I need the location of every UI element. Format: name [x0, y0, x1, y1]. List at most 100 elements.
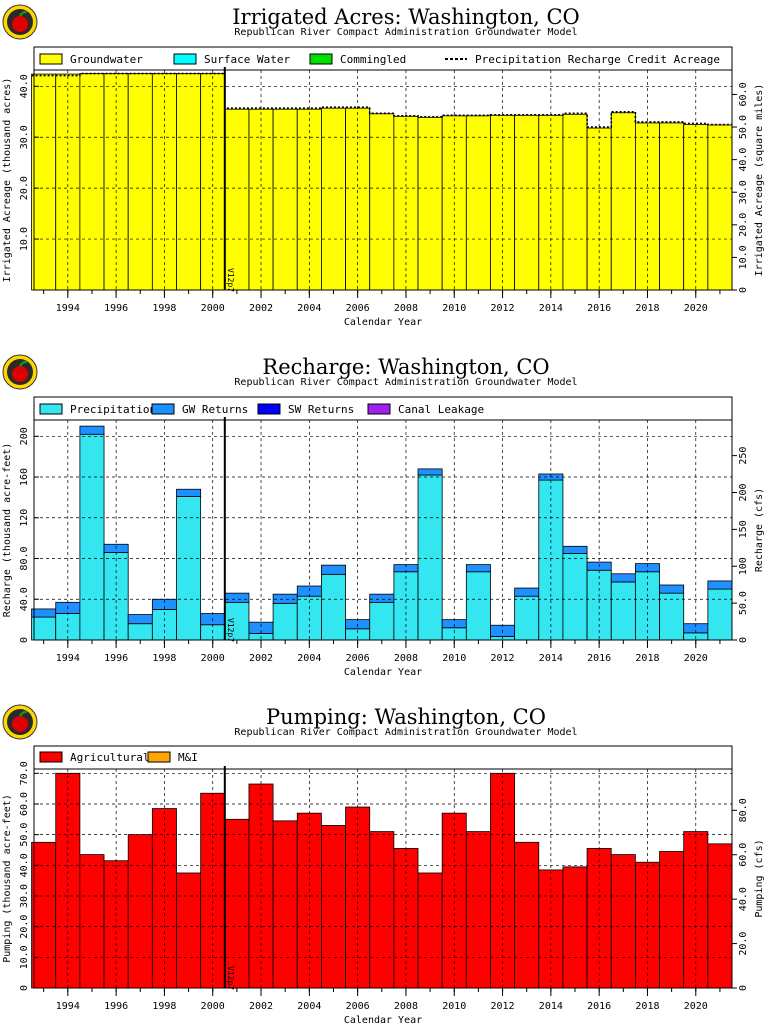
y2-tick-label: 10.0 [738, 245, 749, 269]
bar-groundwater-2007 [369, 113, 395, 291]
x-tick-label: 2020 [684, 653, 708, 664]
y-tick-label: 40.0 [19, 74, 30, 98]
bar-agricultural-2005 [321, 825, 346, 989]
y-axis-label: Recharge (thousand acre-feet) [2, 443, 13, 618]
bar-gw-returns-2011 [465, 564, 491, 573]
legend-swatch [257, 403, 281, 415]
x-tick-label: 2008 [394, 303, 418, 314]
bar-groundwater-2011 [465, 115, 491, 291]
bar-groundwater-1999 [176, 73, 202, 291]
bar-groundwater-2000 [200, 73, 226, 291]
y-tick-label: 50.0 [19, 823, 30, 847]
legend-label: Precipitation [70, 403, 156, 416]
x-tick-label: 2004 [297, 1001, 321, 1012]
bar-precipitation-2018 [634, 571, 660, 641]
legend: Groundwater Surface Water Commingled Precip… [34, 53, 732, 71]
bars-group [31, 772, 733, 989]
chart-title: Pumping: Washington, CO [266, 705, 546, 729]
chart-subtitle: Republican River Compact Administration … [234, 377, 577, 388]
x-tick-label: 1998 [152, 653, 176, 664]
bar-precipitation-2008 [393, 571, 419, 641]
x-tick-label: 2006 [346, 303, 370, 314]
y-tick-label: 70.0 [19, 761, 30, 785]
y2-axis-label: Pumping (cfs) [754, 839, 765, 917]
bar-groundwater-1994 [55, 73, 81, 291]
bars-group [31, 73, 733, 291]
y-axis-label: Pumping (thousand acre-feet) [2, 794, 13, 963]
legend-label: Groundwater [70, 53, 143, 66]
bar-precipitation-2007 [369, 601, 395, 641]
y2-tick-label: 150 [738, 520, 749, 538]
x-tick-label: 2014 [539, 653, 563, 664]
y-tick-label: 20.0 [19, 915, 30, 939]
bar-agricultural-1996 [103, 860, 129, 989]
x-tick-label: 2012 [491, 653, 515, 664]
bar-groundwater-2001 [224, 108, 250, 291]
bar-agricultural-2015 [562, 866, 588, 989]
apple-logo-icon [2, 354, 38, 390]
bar-gw-returns-1995 [79, 425, 105, 435]
y2-tick-label: 50.0 [738, 115, 749, 139]
apple-logo-icon [2, 4, 38, 40]
logo-apple [12, 16, 28, 32]
axis-ticks: 0 10.0 20.0 30.0 40.0 50.0 60.0 70.0 0 20.0 40.0 60… [19, 761, 749, 1012]
x-tick-label: 2002 [249, 303, 273, 314]
logo-leaf [18, 710, 28, 717]
bar-precipitation-2009 [417, 474, 443, 641]
y2-tick-label: 0 [738, 985, 749, 991]
bar-agricultural-2017 [610, 854, 636, 989]
legend-label: M&I [178, 751, 198, 764]
x-tick-label: 2014 [539, 303, 563, 314]
y2-tick-label: 60.0 [738, 82, 749, 106]
y-tick-label: 10.0 [19, 227, 30, 251]
legend-label: GW Returns [182, 403, 248, 416]
y-tick-label: 80.0 [19, 546, 30, 570]
bar-agricultural-2011 [465, 831, 491, 989]
y-tick-label: 30.0 [19, 125, 30, 149]
bar-precipitation-2011 [465, 571, 491, 641]
version-marker-label: V12p7 [226, 268, 235, 292]
apple-logo-icon [2, 704, 38, 740]
legend-swatch [367, 403, 391, 415]
y-tick-label: 160 [19, 468, 30, 486]
bar-gw-returns-1993 [31, 608, 57, 618]
y2-tick-label: 50.0 [738, 591, 749, 615]
x-tick-label: 2018 [635, 653, 659, 664]
plot-frame [33, 396, 733, 641]
legend-swatch [309, 53, 333, 65]
logo-apple [12, 716, 28, 732]
x-tick-label: 2004 [297, 303, 321, 314]
bar-groundwater-2005 [321, 107, 346, 291]
axis-ticks: 10.0 20.0 30.0 40.0 0 10.0 20.0 30.0 40.0 50.0 60.… [19, 74, 749, 314]
x-tick-label: 2000 [201, 303, 225, 314]
y2-tick-label: 0 [738, 637, 749, 643]
grid-group [34, 769, 732, 988]
bar-agricultural-1995 [79, 854, 105, 989]
x-tick-label: 2012 [491, 1001, 515, 1012]
legend-swatch [173, 53, 197, 65]
bar-groundwater-2013 [514, 114, 540, 291]
legend-swatch [39, 751, 63, 763]
version-marker-label: V12p7 [226, 618, 235, 642]
x-tick-label: 1996 [104, 1001, 128, 1012]
chart-panel-1: Irrigated Acres: Washington, CORepublica… [2, 5, 765, 328]
x-tick-label: 2008 [394, 1001, 418, 1012]
chart-subtitle: Republican River Compact Administration … [234, 727, 577, 738]
bar-precipitation-1995 [79, 433, 105, 641]
x-tick-label: 2006 [346, 1001, 370, 1012]
y2-tick-label: 30.0 [738, 180, 749, 204]
chart-title: Recharge: Washington, CO [262, 355, 549, 379]
bar-groundwater-2002 [248, 108, 274, 291]
grid-group [34, 420, 732, 640]
bar-agricultural-2003 [272, 820, 298, 989]
bar-groundwater-2021 [707, 124, 733, 291]
y-tick-label: 200 [19, 427, 30, 445]
chart-subtitle: Republican River Compact Administration … [234, 27, 577, 38]
bar-groundwater-2017 [610, 112, 636, 291]
bar-agricultural-2013 [514, 841, 540, 989]
x-tick-label: 1994 [56, 1001, 80, 1012]
bar-gw-returns-2015 [562, 545, 588, 554]
x-tick-label: 2004 [297, 653, 321, 664]
y-tick-label: 20.0 [19, 176, 30, 200]
